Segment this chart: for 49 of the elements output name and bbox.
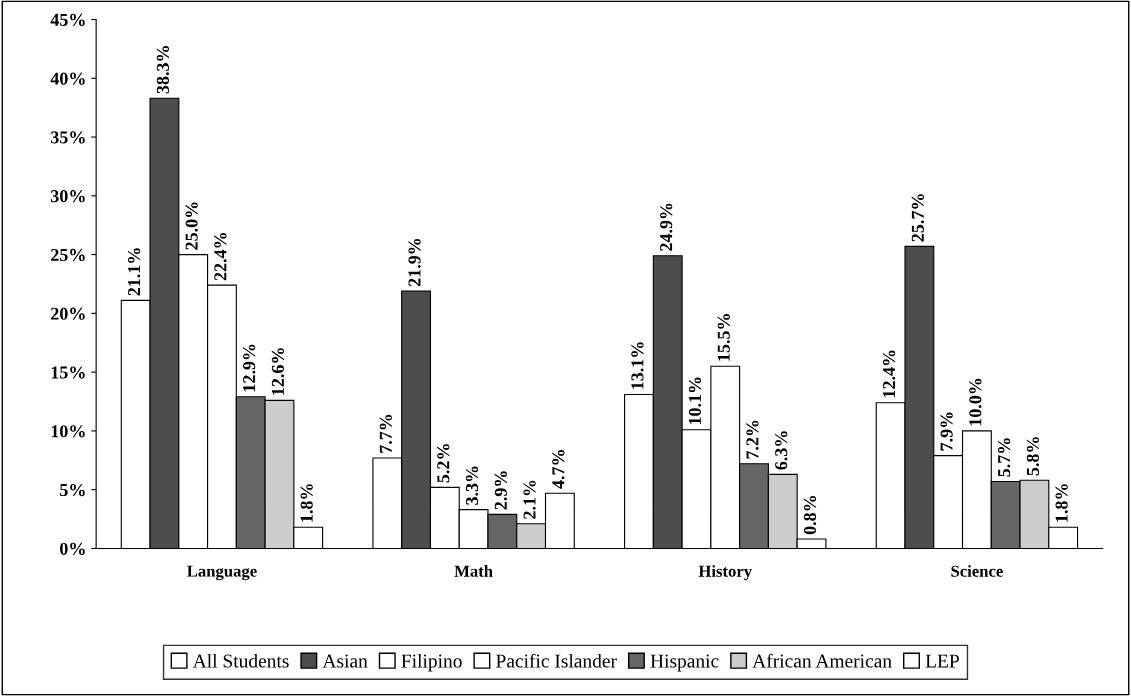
data-label: 0.8% bbox=[803, 495, 817, 535]
data-label: 2.9% bbox=[494, 471, 507, 510]
legend-label: Pacific Islander bbox=[496, 653, 617, 668]
legend-label: Hispanic bbox=[650, 654, 719, 672]
y-tick-label: 45% bbox=[50, 13, 85, 26]
data-label: 25.7% bbox=[911, 194, 924, 242]
x-tick-label: Science bbox=[951, 565, 1003, 577]
data-label: 2.1% bbox=[523, 480, 536, 519]
data-label: 21.1% bbox=[128, 248, 141, 296]
y-tick-label: 40% bbox=[50, 72, 85, 85]
x-tick-label: Math bbox=[454, 565, 493, 577]
data-label: 15.5% bbox=[717, 314, 730, 361]
data-label: 13.1% bbox=[631, 342, 644, 389]
data-label: 7.2% bbox=[746, 420, 759, 459]
data-label: 38.3% bbox=[156, 46, 170, 94]
data-label: 5.7% bbox=[998, 438, 1011, 477]
data-label: 1.8% bbox=[1055, 484, 1068, 522]
data-label: 1.8% bbox=[300, 484, 313, 522]
data-label: 10.1% bbox=[688, 377, 702, 425]
data-label: 21.9% bbox=[408, 238, 421, 287]
legend-label: All Students bbox=[192, 653, 289, 668]
legend-label: LEP bbox=[925, 654, 959, 668]
data-label: 5.8% bbox=[1026, 437, 1040, 476]
x-tick-label: Language bbox=[187, 565, 257, 581]
y-tick-label: 25% bbox=[51, 248, 85, 262]
data-label: 24.9% bbox=[660, 203, 673, 251]
legend-label: Asian bbox=[322, 654, 368, 668]
data-label: 12.9% bbox=[243, 344, 256, 392]
x-tick-label: History bbox=[698, 565, 752, 581]
y-tick-label: 20% bbox=[51, 307, 85, 320]
data-label: 4.7% bbox=[552, 450, 565, 489]
y-tick-label: 10% bbox=[51, 425, 85, 438]
data-label: 22.4% bbox=[214, 233, 227, 281]
y-tick-label: 0% bbox=[60, 542, 85, 555]
data-label: 5.2% bbox=[437, 444, 450, 483]
data-label: 25.0% bbox=[185, 202, 198, 250]
data-label: 3.3% bbox=[465, 466, 479, 505]
y-tick-label: 15% bbox=[51, 366, 85, 379]
y-tick-label: 30% bbox=[50, 190, 85, 203]
legend-label: African American bbox=[752, 653, 892, 668]
data-label: 7.9% bbox=[940, 412, 953, 451]
y-tick-label: 5% bbox=[60, 483, 85, 497]
data-label: 12.6% bbox=[271, 348, 285, 395]
legend-label: Filipino bbox=[401, 653, 462, 672]
data-label: 7.7% bbox=[379, 414, 392, 453]
y-tick-label: 35% bbox=[50, 131, 85, 144]
data-label: 6.3% bbox=[775, 431, 788, 470]
data-label: 12.4% bbox=[882, 350, 896, 398]
data-label: 10.0% bbox=[969, 378, 982, 426]
